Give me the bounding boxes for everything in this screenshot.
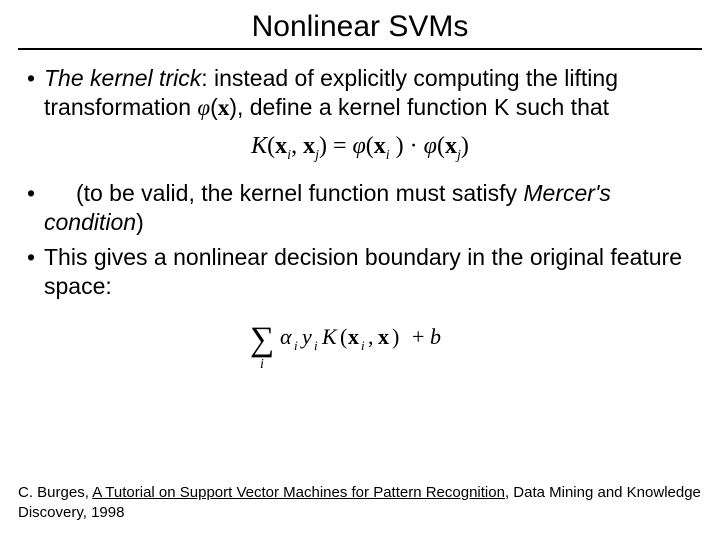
- formula-comma: ,: [368, 324, 374, 349]
- eq-sub-j: j: [315, 147, 319, 162]
- bullet-dot: •: [18, 179, 44, 237]
- bullet-1-rest2: , define a kernel function K such that: [237, 94, 609, 120]
- decision-formula: ∑ i α i y i K ( x i , x ) + b: [18, 312, 702, 377]
- bullet-2-lead: (to be valid, the kernel function must s…: [76, 180, 523, 206]
- eq-sub-i2: i: [386, 147, 390, 162]
- bullet-1: • The kernel trick: instead of explicitl…: [18, 64, 702, 123]
- eq-sub-i: i: [287, 147, 291, 162]
- eq-dot: ·: [404, 133, 424, 159]
- title-underline: [18, 48, 702, 50]
- eq-xj2: x: [445, 133, 457, 159]
- y-sub: i: [314, 338, 318, 353]
- bullet-3: • This gives a nonlinear decision bounda…: [18, 243, 702, 301]
- alpha-sub: i: [294, 338, 298, 353]
- sigma-sub-i: i: [260, 357, 264, 372]
- slide-title: Nonlinear SVMs: [18, 10, 702, 44]
- eq-K: K: [251, 133, 267, 159]
- citation: C. Burges, A Tutorial on Support Vector …: [18, 483, 702, 522]
- bullet-2-text: (to be valid, the kernel function must s…: [44, 179, 702, 237]
- formula-plus: +: [412, 324, 424, 349]
- eq-xi2: x: [374, 133, 386, 159]
- kernel-trick-emph: The kernel trick: [44, 65, 201, 91]
- alpha-i: α: [280, 324, 292, 349]
- bullet-2-tail: ): [136, 209, 144, 235]
- sigma-symbol: ∑: [250, 321, 274, 358]
- bullet-2: • (to be valid, the kernel function must…: [18, 179, 702, 237]
- formula-xi-sub: i: [361, 338, 365, 353]
- formula-xi: x: [348, 324, 359, 349]
- eq-phi2: φ: [424, 133, 437, 159]
- kernel-equation: K(xi, xj) = φ(xi ) · φ(xj): [18, 133, 702, 164]
- citation-author: C. Burges,: [18, 484, 92, 501]
- bullet-dot: •: [18, 64, 44, 123]
- eq-equals: =: [327, 133, 353, 159]
- citation-title: A Tutorial on Support Vector Machines fo…: [92, 484, 505, 501]
- eq-xi: x: [275, 133, 287, 159]
- formula-b: b: [430, 324, 441, 349]
- phi-symbol: φ: [197, 95, 210, 120]
- eq-sub-j2: j: [457, 147, 461, 162]
- eq-xj: x: [303, 133, 315, 159]
- y-i: y: [300, 324, 312, 349]
- bullet-dot: •: [18, 243, 44, 301]
- bullet-1-text: The kernel trick: instead of explicitly …: [44, 64, 702, 123]
- bullet-3-text: This gives a nonlinear decision boundary…: [44, 243, 702, 301]
- eq-phi1: φ: [353, 133, 366, 159]
- formula-K: K: [321, 324, 338, 349]
- x-bold: x: [218, 95, 230, 120]
- formula-rp: ): [392, 324, 399, 349]
- formula-x: x: [378, 324, 389, 349]
- formula-lp: (: [340, 324, 347, 349]
